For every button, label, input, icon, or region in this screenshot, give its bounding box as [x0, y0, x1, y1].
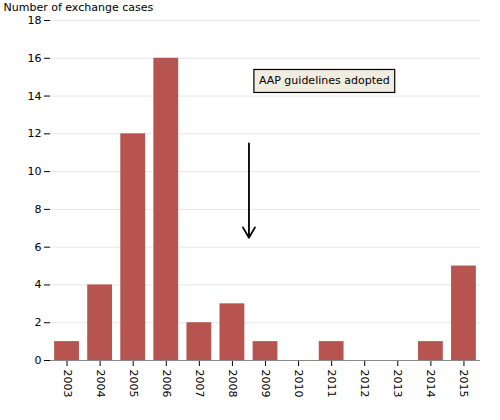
- svg-text:2004: 2004: [94, 370, 107, 398]
- svg-text:0: 0: [35, 354, 42, 367]
- svg-text:2005: 2005: [127, 370, 140, 398]
- svg-text:AAP guidelines adopted: AAP guidelines adopted: [259, 74, 390, 87]
- svg-text:2014: 2014: [424, 370, 437, 398]
- svg-text:2010: 2010: [292, 370, 305, 398]
- svg-text:2008: 2008: [226, 370, 239, 398]
- svg-text:4: 4: [35, 278, 42, 291]
- svg-text:2003: 2003: [61, 370, 74, 398]
- svg-text:6: 6: [35, 241, 42, 254]
- svg-text:12: 12: [28, 127, 42, 140]
- svg-text:Number of exchange cases: Number of exchange cases: [4, 1, 154, 14]
- svg-text:2011: 2011: [325, 370, 338, 398]
- svg-text:16: 16: [28, 52, 42, 65]
- svg-text:18: 18: [28, 14, 42, 27]
- svg-text:8: 8: [35, 203, 42, 216]
- svg-text:10: 10: [28, 165, 42, 178]
- svg-text:2013: 2013: [391, 370, 404, 398]
- svg-text:2007: 2007: [193, 370, 206, 398]
- svg-text:2009: 2009: [259, 370, 272, 398]
- svg-text:2012: 2012: [358, 370, 371, 398]
- svg-text:2006: 2006: [160, 370, 173, 398]
- svg-text:2: 2: [35, 316, 42, 329]
- svg-text:2015: 2015: [457, 370, 470, 398]
- svg-text:14: 14: [28, 90, 42, 103]
